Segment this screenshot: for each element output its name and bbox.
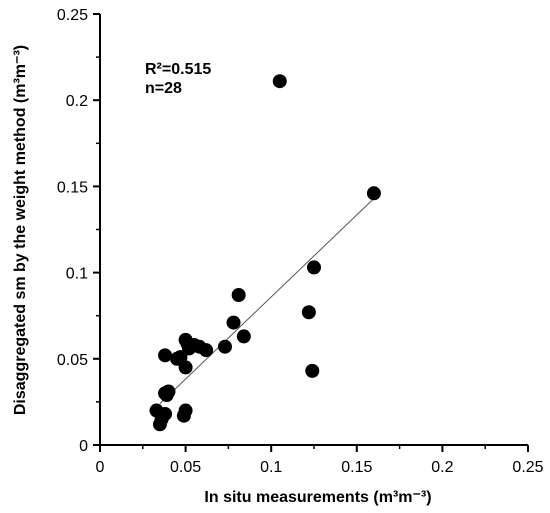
data-point [217, 339, 232, 354]
x-tick-label: 0.05 [170, 459, 201, 476]
regression-line [159, 198, 375, 404]
data-point [305, 363, 320, 378]
data-point [226, 315, 241, 330]
data-point [236, 329, 251, 344]
y-tick-label: 0.1 [66, 266, 88, 283]
data-points [149, 74, 381, 432]
y-tick-label: 0 [79, 438, 88, 455]
data-point [307, 260, 321, 275]
x-tick-label: 0.1 [260, 459, 282, 476]
data-point [152, 417, 167, 432]
data-point [176, 408, 191, 423]
y-tick-label: 0.25 [57, 7, 88, 24]
data-point [158, 348, 173, 363]
x-tick-label: 0.25 [512, 459, 543, 476]
y-tick-label: 0.2 [66, 93, 88, 110]
y-tick-label: 0.15 [57, 179, 88, 196]
y-tick-label: 0.05 [57, 352, 88, 369]
trendline-group [159, 198, 375, 404]
data-point [272, 74, 287, 89]
data-point [178, 360, 193, 375]
x-tick-label: 0 [96, 459, 105, 476]
r-squared-annotation: R²=0.515 [145, 61, 211, 78]
x-axis-title: In situ measurements (m³m⁻³) [204, 489, 431, 506]
data-point [366, 186, 381, 201]
data-point [180, 336, 195, 351]
x-tick-label: 0.2 [431, 459, 453, 476]
y-axis-title: Disaggregated sm by the weight method (m… [12, 45, 29, 415]
x-tick-label: 0.15 [341, 459, 372, 476]
data-point [231, 288, 246, 303]
n-annotation: n=28 [145, 80, 182, 97]
axes: 0 0.05 0.1 0.15 0.2 0.25 0 0.05 0.1 0.15 0.2 0.25 [57, 7, 544, 476]
data-point [199, 343, 214, 358]
data-point [173, 350, 188, 365]
data-point [159, 388, 174, 403]
data-point [301, 305, 316, 320]
